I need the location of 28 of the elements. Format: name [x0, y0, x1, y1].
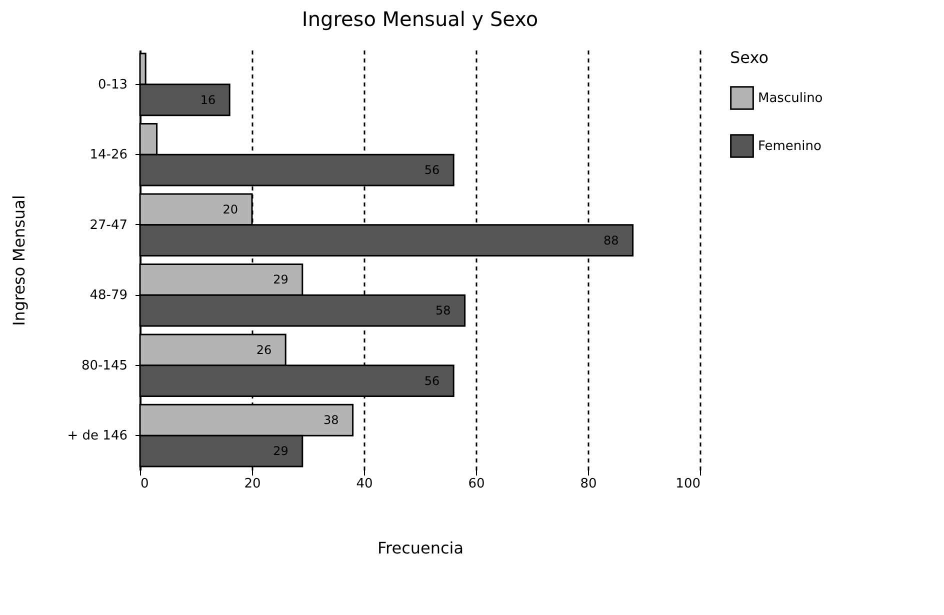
data-label: 56: [424, 163, 440, 178]
x-tick-label: 100: [676, 476, 700, 492]
data-label: 29: [273, 272, 288, 287]
legend-label: Femenino: [758, 139, 822, 154]
x-tick-label: 60: [468, 476, 485, 492]
y-tick-label: + de 146: [67, 428, 128, 444]
data-label: 20: [222, 202, 238, 216]
y-tick-label: 27-47: [90, 218, 128, 233]
y-tick-label: 0-13: [98, 77, 128, 92]
y-tick-label: 80-145: [81, 358, 128, 374]
data-label: 56: [424, 374, 440, 388]
x-tick-label: 80: [580, 476, 597, 492]
data-label: 58: [436, 304, 451, 318]
x-tick-label: 20: [244, 476, 261, 492]
data-label: 29: [273, 444, 288, 458]
data-label: 16: [200, 92, 216, 107]
y-tick-label: 48-79: [90, 288, 128, 304]
legend-label: Masculino: [758, 91, 823, 106]
data-label: 26: [256, 342, 272, 357]
x-tick-label: 40: [356, 476, 373, 492]
data-label: 38: [324, 413, 339, 428]
chart-title: Ingreso Mensual y Sexo: [302, 7, 538, 31]
y-tick-label: 14-26: [90, 148, 128, 163]
data-label: 88: [604, 233, 619, 248]
x-axis-title: Frecuencia: [377, 538, 464, 558]
legend-title: Sexo: [730, 48, 768, 67]
y-axis-title: Ingreso Mensual: [9, 195, 28, 326]
x-tick-label: 0: [140, 476, 149, 492]
